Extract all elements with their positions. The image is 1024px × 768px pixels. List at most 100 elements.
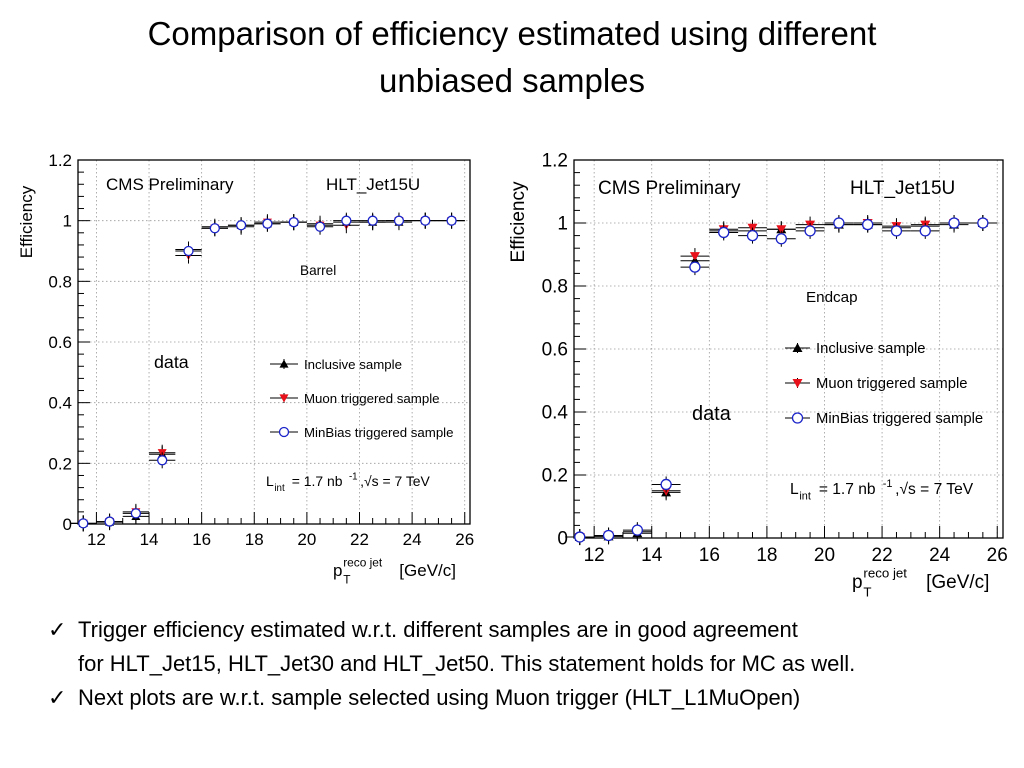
y-axis-label: Efficiency bbox=[17, 185, 36, 258]
y-tick-label: 1.2 bbox=[542, 151, 568, 172]
data-marker bbox=[689, 252, 700, 262]
legend-marker bbox=[279, 359, 289, 368]
data-marker bbox=[746, 229, 759, 242]
data-marker bbox=[890, 225, 903, 237]
legend-label: Muon triggered sample bbox=[816, 376, 968, 392]
y-tick-label: 0.4 bbox=[542, 403, 569, 424]
trigger-label: HLT_Jet15U bbox=[850, 178, 955, 199]
cms-preliminary-label: CMS Preliminary bbox=[598, 178, 741, 199]
bullet-text: for HLT_Jet15, HLT_Jet30 and HLT_Jet50. … bbox=[78, 651, 856, 676]
trigger-label: HLT_Jet15U bbox=[326, 175, 420, 194]
data-point bbox=[149, 452, 176, 469]
data-marker bbox=[689, 261, 701, 273]
data-marker bbox=[775, 233, 787, 245]
data-marker bbox=[367, 215, 378, 226]
checkmark-icon: ✓ bbox=[48, 685, 67, 710]
lumi-value: = 1.7 nb bbox=[292, 473, 343, 489]
data-marker bbox=[804, 225, 816, 237]
x-axis-label-symbol: p bbox=[852, 572, 863, 593]
legend-item: Inclusive sample bbox=[270, 357, 402, 372]
data-point bbox=[438, 212, 465, 229]
data-point bbox=[882, 222, 911, 239]
lumi-exponent: -1 bbox=[883, 478, 893, 490]
x-tick-label: 24 bbox=[929, 545, 951, 566]
slide-title: Comparison of efficiency estimated using… bbox=[60, 10, 964, 104]
data-point bbox=[306, 218, 334, 235]
region-label: Barrel bbox=[300, 263, 336, 278]
data-marker bbox=[104, 516, 115, 527]
data-marker bbox=[393, 215, 405, 226]
data-marker bbox=[660, 478, 672, 491]
lumi-subscript: int bbox=[274, 483, 285, 494]
checkmark-icon: ✓ bbox=[48, 617, 67, 642]
x-axis-label-superscript: reco jet bbox=[343, 556, 383, 570]
y-tick-label: 1 bbox=[63, 212, 72, 231]
data-point bbox=[70, 515, 97, 532]
x-tick-label: 18 bbox=[756, 545, 777, 566]
series-minbias bbox=[565, 215, 998, 546]
y-tick-label: 0.8 bbox=[48, 272, 72, 291]
data-point bbox=[939, 215, 969, 231]
data-marker bbox=[78, 518, 89, 529]
data-marker bbox=[130, 508, 142, 519]
x-tick-label: 26 bbox=[455, 530, 474, 549]
data-marker bbox=[183, 245, 194, 257]
legend-marker bbox=[278, 426, 290, 438]
x-tick-label: 12 bbox=[87, 530, 106, 549]
data-marker bbox=[833, 217, 845, 229]
data-point bbox=[968, 215, 998, 231]
y-tick-label: 0 bbox=[63, 515, 72, 534]
data-marker bbox=[919, 225, 931, 237]
data-marker bbox=[314, 221, 326, 232]
data-marker bbox=[262, 218, 273, 229]
data-marker bbox=[776, 225, 787, 235]
bullet-item: ✓ Trigger efficiency estimated w.r.t. dif… bbox=[48, 613, 1008, 647]
data-label: data bbox=[692, 403, 732, 425]
data-point bbox=[333, 212, 360, 229]
data-marker bbox=[631, 524, 643, 536]
data-marker bbox=[718, 226, 730, 239]
legend-label: Muon triggered sample bbox=[304, 391, 440, 406]
y-tick-label: 1 bbox=[557, 214, 568, 235]
x-axis-label-symbol: p bbox=[333, 561, 342, 580]
legend-label: MinBias triggered sample bbox=[304, 425, 454, 440]
slide-title-line-2: unbiased samples bbox=[379, 62, 645, 99]
bullet-continuation: for HLT_Jet15, HLT_Jet30 and HLT_Jet50. … bbox=[48, 647, 1008, 681]
bullet-text: Trigger efficiency estimated w.r.t. diff… bbox=[78, 617, 798, 642]
x-tick-label: 12 bbox=[584, 545, 605, 566]
data-marker bbox=[341, 215, 352, 226]
x-axis-label-subscript: T bbox=[863, 585, 871, 600]
legend-label: Inclusive sample bbox=[816, 341, 926, 357]
data-point bbox=[227, 217, 255, 234]
data-point bbox=[201, 220, 228, 237]
y-tick-label: 1.2 bbox=[48, 151, 72, 170]
data-point bbox=[651, 476, 681, 493]
data-point bbox=[359, 212, 386, 229]
region-label: Endcap bbox=[806, 289, 858, 306]
legend-item: MinBias triggered sample bbox=[785, 411, 983, 427]
x-tick-label: 14 bbox=[641, 545, 663, 566]
data-marker bbox=[977, 217, 989, 229]
legend-marker bbox=[279, 394, 289, 403]
x-axis-label-unit: [GeV/c] bbox=[399, 561, 456, 580]
data-point bbox=[824, 215, 854, 231]
x-tick-label: 18 bbox=[245, 530, 264, 549]
data-point bbox=[594, 527, 623, 544]
slide-title-line-1: Comparison of efficiency estimated using… bbox=[147, 15, 877, 52]
data-marker bbox=[574, 531, 586, 543]
x-tick-label: 16 bbox=[192, 530, 211, 549]
data-marker bbox=[288, 217, 299, 228]
data-marker bbox=[420, 215, 431, 226]
data-marker bbox=[157, 455, 168, 466]
x-axis-label-subscript: T bbox=[343, 573, 350, 587]
barrel-efficiency-plot: 12 14 16 18 20 22 24 26 0 0.2 0.4 0.6 0.8 1 1.2 Efficie… bbox=[17, 151, 474, 587]
lumi-energy: ,√s = 7 TeV bbox=[895, 481, 974, 498]
legend-label: Inclusive sample bbox=[304, 357, 402, 372]
data-point bbox=[680, 259, 710, 276]
data-point bbox=[738, 227, 767, 244]
y-tick-label: 0 bbox=[557, 529, 568, 550]
data-point bbox=[622, 522, 652, 539]
y-tick-label: 0.4 bbox=[48, 394, 72, 413]
